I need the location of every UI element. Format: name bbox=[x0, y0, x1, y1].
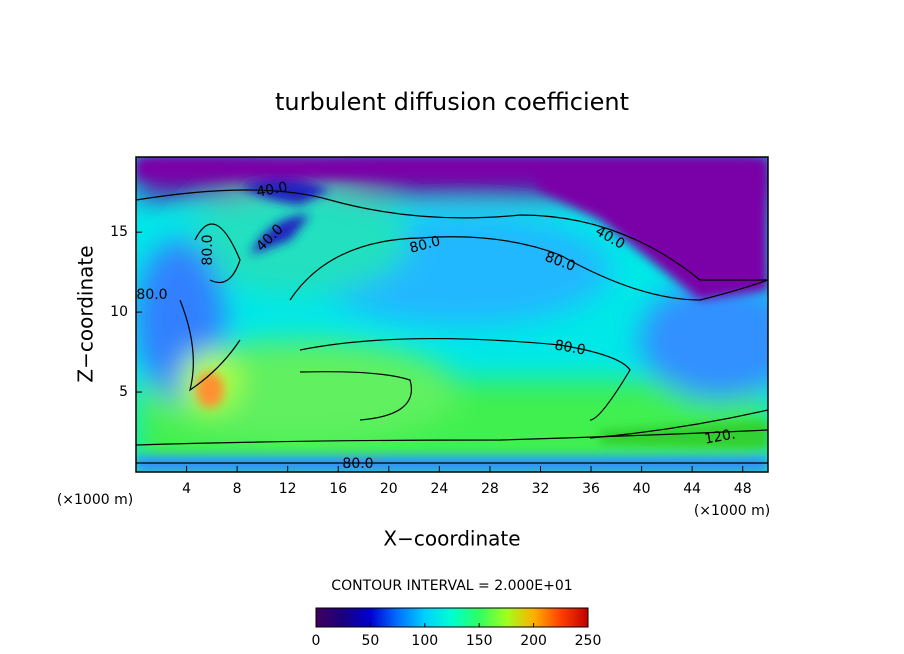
colorbar-tick-label: 100 bbox=[411, 633, 438, 649]
x-tick-label: 4 bbox=[182, 481, 191, 497]
colorbar-tick-label: 0 bbox=[312, 633, 321, 649]
x-tick-label: 8 bbox=[233, 481, 242, 497]
x-tick-label: 32 bbox=[532, 481, 550, 497]
x-tick-label: 48 bbox=[734, 481, 752, 497]
contour-field bbox=[136, 157, 768, 472]
colorbar-tick-label: 150 bbox=[466, 633, 493, 649]
contour-label: 80.0 bbox=[136, 287, 167, 303]
chart-title: turbulent diffusion coefficient bbox=[275, 88, 629, 116]
plot-frame bbox=[135, 156, 769, 473]
x-unit-label: (×1000 m) bbox=[694, 503, 770, 519]
x-tick-label: 40 bbox=[633, 481, 651, 497]
x-tick-label: 20 bbox=[380, 481, 398, 497]
y-tick-label: 10 bbox=[110, 304, 128, 320]
x-axis-label: X−coordinate bbox=[383, 527, 520, 551]
y-axis-label: Z−coordinate bbox=[74, 245, 98, 382]
y-tick-label: 5 bbox=[119, 384, 128, 400]
contour-label: 40.0 bbox=[255, 179, 288, 200]
colorbar bbox=[315, 607, 589, 628]
contour-label: 80.0 bbox=[342, 456, 373, 472]
x-tick-label: 12 bbox=[279, 481, 297, 497]
x-tick-label: 44 bbox=[683, 481, 701, 497]
x-tick-label: 28 bbox=[481, 481, 499, 497]
colorbar-tick-label: 50 bbox=[361, 633, 379, 649]
contour-label: 80.0 bbox=[553, 337, 586, 358]
colorbar-tick-label: 250 bbox=[575, 633, 602, 649]
y-tick-label: 15 bbox=[110, 224, 128, 240]
x-tick-label: 16 bbox=[329, 481, 347, 497]
colorbar-tick-label: 200 bbox=[520, 633, 547, 649]
x-tick-label: 36 bbox=[582, 481, 600, 497]
contour-label: 120. bbox=[703, 426, 736, 447]
y-unit-label: (×1000 m) bbox=[57, 492, 133, 508]
contour-label: 80.0 bbox=[408, 233, 442, 257]
contour-interval: CONTOUR INTERVAL = 2.000E+01 bbox=[331, 578, 572, 594]
x-tick-label: 24 bbox=[430, 481, 448, 497]
contour-label: 80.0 bbox=[200, 234, 216, 265]
